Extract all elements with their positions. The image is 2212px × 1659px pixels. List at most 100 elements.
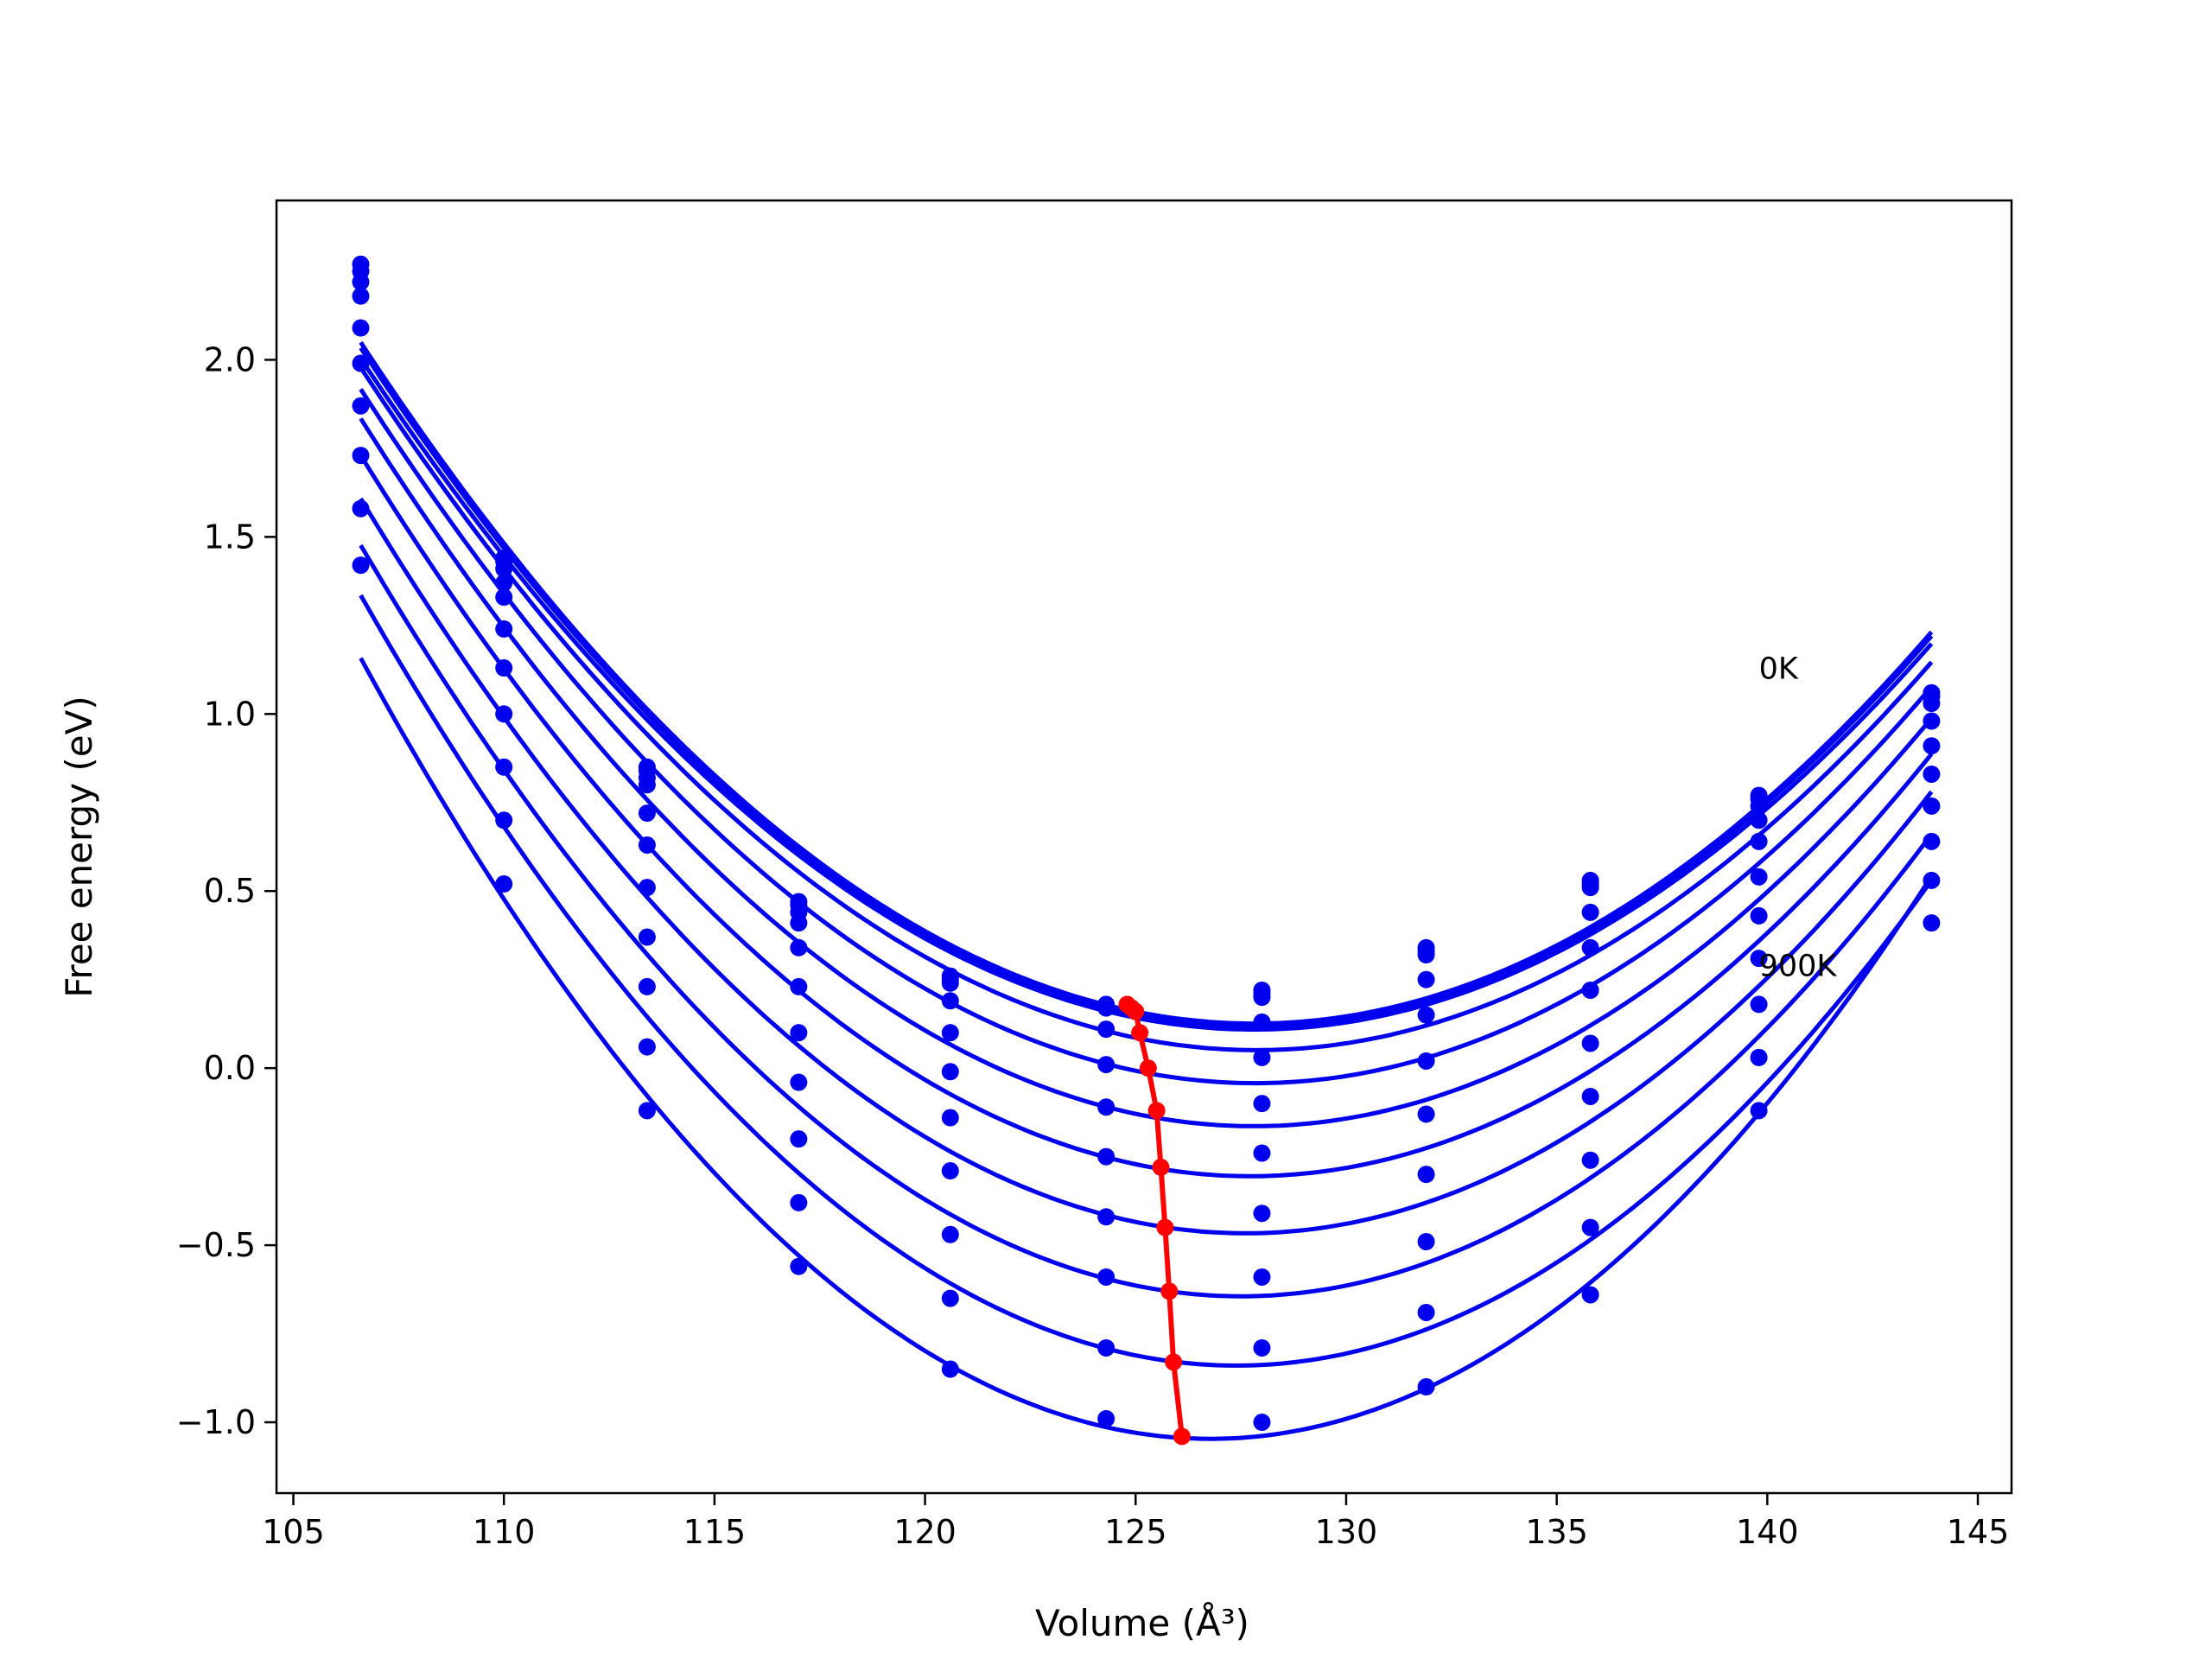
data-point — [1581, 981, 1599, 999]
data-point — [495, 574, 513, 592]
y-axis-ticks: −1.0 −0.5 0.0 0.5 1.0 1.5 2.0 — [176, 340, 276, 1441]
series-curve-6 — [359, 454, 1934, 1179]
data-point — [790, 914, 808, 932]
data-point — [1417, 946, 1435, 964]
data-point — [638, 977, 656, 995]
data-point — [638, 928, 656, 946]
data-point — [1253, 1268, 1271, 1286]
data-point — [1923, 695, 1941, 713]
data-point — [1253, 1338, 1271, 1357]
minima-point — [1173, 1427, 1191, 1446]
data-point — [1417, 1166, 1435, 1184]
data-point — [941, 992, 959, 1010]
data-point — [1417, 1303, 1435, 1321]
x-tick-label: 145 — [1947, 1513, 2010, 1551]
data-point — [1750, 995, 1768, 1014]
data-point — [1097, 1098, 1116, 1116]
data-point — [1581, 879, 1599, 897]
data-point — [941, 1289, 959, 1307]
data-point — [638, 804, 656, 823]
data-point — [1581, 903, 1599, 921]
data-point — [495, 811, 513, 830]
data-point — [1417, 1378, 1435, 1396]
data-points — [352, 255, 1941, 1432]
data-point — [1417, 1006, 1435, 1024]
x-tick-label: 130 — [1315, 1513, 1378, 1551]
plot-frame — [275, 199, 2013, 1495]
data-point — [1253, 1048, 1271, 1066]
data-point — [1923, 737, 1941, 755]
data-point — [941, 1162, 959, 1180]
data-point — [638, 1102, 656, 1120]
data-point — [1097, 999, 1116, 1017]
y-tick-label: −0.5 — [176, 1226, 256, 1264]
series-curve-7 — [359, 497, 1934, 1236]
data-point — [790, 1024, 808, 1042]
data-point — [941, 1024, 959, 1042]
data-point — [495, 875, 513, 893]
data-point — [1923, 832, 1941, 850]
data-point — [790, 1193, 808, 1211]
data-point — [1253, 988, 1271, 1007]
data-point — [1417, 1052, 1435, 1070]
data-point — [352, 556, 370, 575]
data-point — [352, 273, 370, 291]
data-point — [352, 447, 370, 465]
y-axis-label: Free energy (eV) — [58, 696, 100, 998]
x-tick-label: 110 — [473, 1513, 536, 1551]
data-point — [495, 659, 513, 677]
data-point — [495, 588, 513, 607]
data-point — [1923, 797, 1941, 815]
data-point — [638, 879, 656, 897]
data-point — [941, 1109, 959, 1127]
data-point — [352, 287, 370, 305]
data-point — [495, 758, 513, 776]
x-tick-label: 140 — [1736, 1513, 1799, 1551]
data-point — [790, 938, 808, 957]
data-point — [1253, 1205, 1271, 1223]
data-point — [1097, 1338, 1116, 1357]
data-point — [1097, 1056, 1116, 1074]
data-point — [352, 499, 370, 518]
data-point — [1750, 811, 1768, 830]
series-curve-0 — [359, 340, 1934, 1027]
data-point — [352, 397, 370, 415]
data-point — [1750, 797, 1768, 815]
x-tick-label: 120 — [893, 1513, 957, 1551]
data-point — [1750, 1102, 1768, 1120]
data-point — [1253, 1095, 1271, 1113]
data-point — [638, 836, 656, 854]
temperature-annotation: 900K — [1759, 950, 1838, 984]
minima-point — [1127, 1002, 1145, 1020]
data-point — [1923, 765, 1941, 783]
minima-point — [1152, 1158, 1170, 1176]
data-point — [1923, 914, 1941, 932]
minima-point — [1139, 1059, 1157, 1077]
data-point — [495, 705, 513, 723]
data-point — [1253, 1013, 1271, 1031]
data-point — [1750, 1048, 1768, 1066]
x-tick-label: 115 — [683, 1513, 747, 1551]
data-point — [1097, 1268, 1116, 1286]
data-point — [1923, 871, 1941, 889]
data-point — [790, 977, 808, 995]
y-tick-label: 0.5 — [204, 872, 256, 910]
x-axis-ticks: 105 110 115 120 125 130 135 140 145 — [262, 1493, 2009, 1551]
minima-point — [1131, 1024, 1149, 1042]
data-point — [495, 620, 513, 638]
data-point — [352, 354, 370, 372]
temperature-annotation: 0K — [1759, 652, 1799, 686]
data-point — [790, 1130, 808, 1148]
series-curve-8 — [359, 543, 1934, 1299]
data-point — [638, 1038, 656, 1056]
data-point — [1417, 1105, 1435, 1123]
series-curve-3 — [359, 366, 1934, 1052]
data-point — [941, 1360, 959, 1378]
data-point — [790, 1257, 808, 1275]
series-curve-2 — [359, 357, 1934, 1032]
data-point — [941, 1063, 959, 1081]
y-tick-label: 1.0 — [204, 695, 256, 733]
fitted-curves — [359, 340, 1934, 1441]
data-point — [790, 1073, 808, 1091]
x-tick-label: 135 — [1525, 1513, 1588, 1551]
